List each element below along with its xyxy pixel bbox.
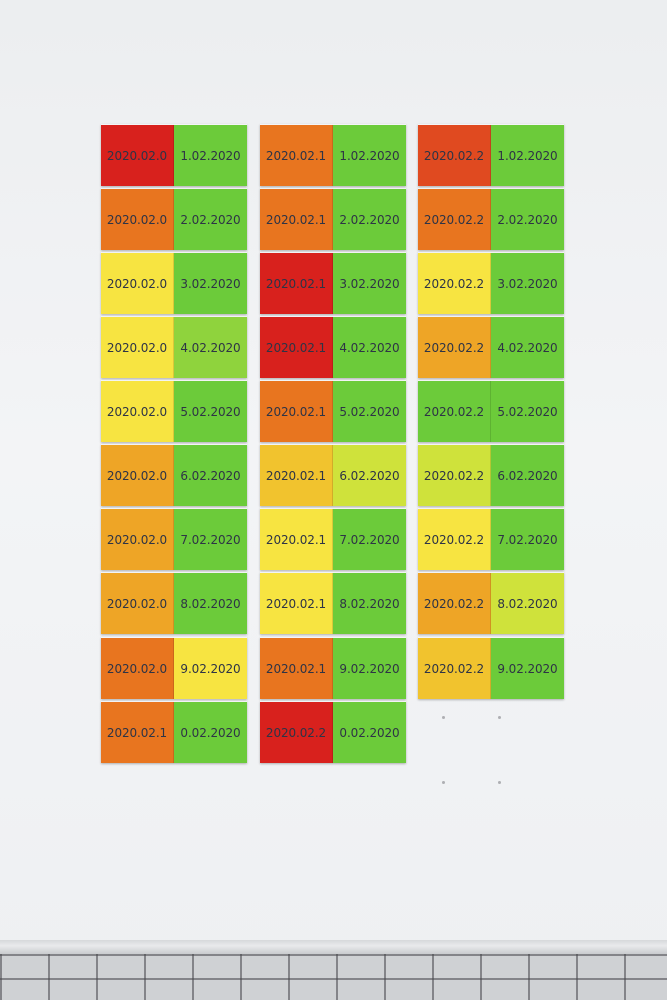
date-panel: 2020.02.1 9.02.2020 <box>260 637 406 699</box>
date-panel: 2020.02.0 2.02.2020 <box>101 188 247 250</box>
date-tile-left: 2020.02.2 <box>260 702 333 763</box>
date-panel: 2020.02.1 1.02.2020 <box>260 124 406 186</box>
date-tile-right: 3.02.2020 <box>491 253 564 314</box>
date-panel: 2020.02.1 4.02.2020 <box>260 316 406 378</box>
date-tile-right: 6.02.2020 <box>491 445 564 506</box>
date-panel: 2020.02.1 7.02.2020 <box>260 508 406 570</box>
date-tile-left: 2020.02.1 <box>260 573 333 634</box>
wall-hook <box>498 781 501 784</box>
date-tile-right: 1.02.2020 <box>491 125 564 186</box>
date-tile-left: 2020.02.2 <box>418 317 491 378</box>
wall-hook <box>498 716 501 719</box>
date-tile-left: 2020.02.1 <box>260 638 333 699</box>
date-tile-left: 2020.02.1 <box>260 509 333 570</box>
date-tile-left: 2020.02.0 <box>101 445 174 506</box>
date-panel: 2020.02.1 5.02.2020 <box>260 380 406 442</box>
date-tile-left: 2020.02.1 <box>260 317 333 378</box>
date-tile-left: 2020.02.1 <box>260 381 333 442</box>
date-panel: 2020.02.0 6.02.2020 <box>101 444 247 506</box>
date-tile-left: 2020.02.2 <box>418 638 491 699</box>
date-panel: 2020.02.2 1.02.2020 <box>418 124 564 186</box>
date-tile-left: 2020.02.2 <box>418 253 491 314</box>
date-tile-left: 2020.02.0 <box>101 189 174 250</box>
date-tile-left: 2020.02.0 <box>101 317 174 378</box>
date-tile-left: 2020.02.2 <box>418 509 491 570</box>
date-tile-right: 0.02.2020 <box>333 702 406 763</box>
date-tile-left: 2020.02.1 <box>260 189 333 250</box>
date-panel: 2020.02.1 2.02.2020 <box>260 188 406 250</box>
date-tile-right: 5.02.2020 <box>174 381 247 442</box>
tiled-floor <box>0 954 667 1000</box>
date-tile-right: 0.02.2020 <box>174 702 247 763</box>
date-tile-right: 1.02.2020 <box>174 125 247 186</box>
date-panel: 2020.02.0 8.02.2020 <box>101 572 247 634</box>
date-tile-right: 9.02.2020 <box>174 638 247 699</box>
date-panel: 2020.02.0 5.02.2020 <box>101 380 247 442</box>
date-panel: 2020.02.2 0.02.2020 <box>260 701 406 763</box>
baseboard <box>0 940 667 954</box>
date-tile-left: 2020.02.1 <box>260 125 333 186</box>
date-panel: 2020.02.2 6.02.2020 <box>418 444 564 506</box>
date-tile-left: 2020.02.1 <box>260 445 333 506</box>
gallery-wall: 2020.02.0 1.02.2020 2020.02.0 2.02.2020 2020… <box>101 124 564 784</box>
date-tile-right: 1.02.2020 <box>333 125 406 186</box>
date-panel: 2020.02.2 4.02.2020 <box>418 316 564 378</box>
date-panel: 2020.02.1 6.02.2020 <box>260 444 406 506</box>
date-tile-right: 3.02.2020 <box>174 253 247 314</box>
wall-hook <box>442 781 445 784</box>
date-panel: 2020.02.1 3.02.2020 <box>260 252 406 314</box>
date-panel: 2020.02.2 9.02.2020 <box>418 637 564 699</box>
date-panel: 2020.02.2 5.02.2020 <box>418 380 564 442</box>
date-tile-right: 8.02.2020 <box>333 573 406 634</box>
date-tile-left: 2020.02.0 <box>101 638 174 699</box>
date-panel: 2020.02.2 7.02.2020 <box>418 508 564 570</box>
date-tile-left: 2020.02.1 <box>260 253 333 314</box>
date-tile-right: 8.02.2020 <box>174 573 247 634</box>
wall-hook <box>442 716 445 719</box>
date-tile-right: 7.02.2020 <box>491 509 564 570</box>
date-tile-left: 2020.02.2 <box>418 381 491 442</box>
date-panel: 2020.02.0 7.02.2020 <box>101 508 247 570</box>
date-tile-left: 2020.02.0 <box>101 253 174 314</box>
date-tile-left: 2020.02.1 <box>101 702 174 763</box>
date-tile-left: 2020.02.0 <box>101 125 174 186</box>
date-panel: 2020.02.2 2.02.2020 <box>418 188 564 250</box>
date-tile-right: 2.02.2020 <box>174 189 247 250</box>
date-tile-right: 7.02.2020 <box>333 509 406 570</box>
date-tile-right: 8.02.2020 <box>491 573 564 634</box>
date-panel: 2020.02.0 3.02.2020 <box>101 252 247 314</box>
date-panel: 2020.02.2 3.02.2020 <box>418 252 564 314</box>
date-tile-left: 2020.02.0 <box>101 573 174 634</box>
date-tile-left: 2020.02.2 <box>418 189 491 250</box>
date-panel: 2020.02.2 8.02.2020 <box>418 572 564 634</box>
date-tile-right: 3.02.2020 <box>333 253 406 314</box>
date-tile-right: 7.02.2020 <box>174 509 247 570</box>
date-tile-right: 4.02.2020 <box>333 317 406 378</box>
date-panel: 2020.02.1 0.02.2020 <box>101 701 247 763</box>
date-tile-left: 2020.02.2 <box>418 573 491 634</box>
date-tile-right: 9.02.2020 <box>491 638 564 699</box>
date-tile-right: 5.02.2020 <box>491 381 564 442</box>
date-tile-right: 2.02.2020 <box>333 189 406 250</box>
date-tile-right: 4.02.2020 <box>174 317 247 378</box>
date-tile-right: 9.02.2020 <box>333 638 406 699</box>
date-panel: 2020.02.1 8.02.2020 <box>260 572 406 634</box>
date-tile-left: 2020.02.2 <box>418 125 491 186</box>
date-tile-right: 2.02.2020 <box>491 189 564 250</box>
date-tile-left: 2020.02.0 <box>101 509 174 570</box>
date-panel: 2020.02.0 1.02.2020 <box>101 124 247 186</box>
date-tile-right: 4.02.2020 <box>491 317 564 378</box>
date-panel: 2020.02.0 9.02.2020 <box>101 637 247 699</box>
date-tile-left: 2020.02.0 <box>101 381 174 442</box>
date-panel: 2020.02.0 4.02.2020 <box>101 316 247 378</box>
date-tile-left: 2020.02.2 <box>418 445 491 506</box>
date-tile-right: 6.02.2020 <box>174 445 247 506</box>
date-tile-right: 5.02.2020 <box>333 381 406 442</box>
date-tile-right: 6.02.2020 <box>333 445 406 506</box>
